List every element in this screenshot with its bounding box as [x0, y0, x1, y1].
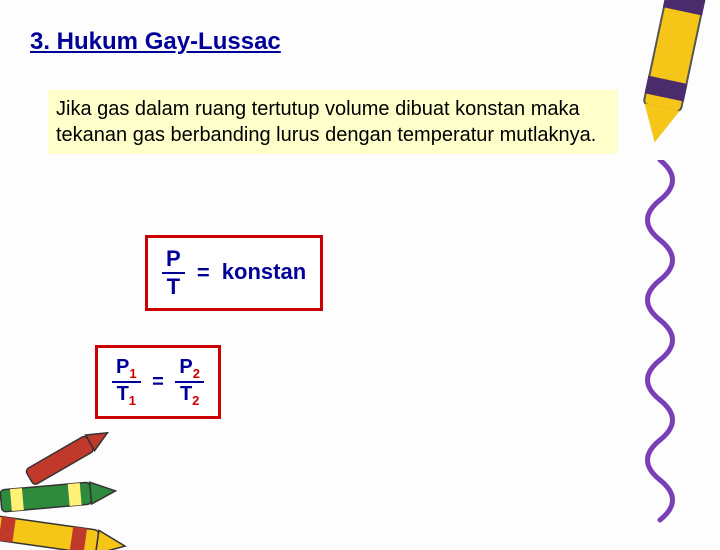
- denominator: T: [162, 274, 185, 300]
- denominator-right: T2: [175, 383, 204, 408]
- squiggle-decoration: [630, 160, 690, 530]
- crayon-icon-yellow: [622, 0, 718, 164]
- equals-sign: =: [191, 260, 216, 285]
- section-title: 3. Hukum Gay-Lussac: [30, 28, 281, 56]
- fraction-right: P2 T2: [175, 356, 204, 408]
- fraction-p-over-t: P T: [162, 246, 185, 300]
- numerator-right: P2: [175, 356, 204, 383]
- law-description: Jika gas dalam ruang tertutup volume dib…: [48, 90, 618, 154]
- formula-constant: P T = konstan: [145, 235, 323, 311]
- rhs-constant: konstan: [222, 259, 306, 284]
- crayons-icon-group: [0, 370, 170, 550]
- numerator: P: [162, 246, 185, 274]
